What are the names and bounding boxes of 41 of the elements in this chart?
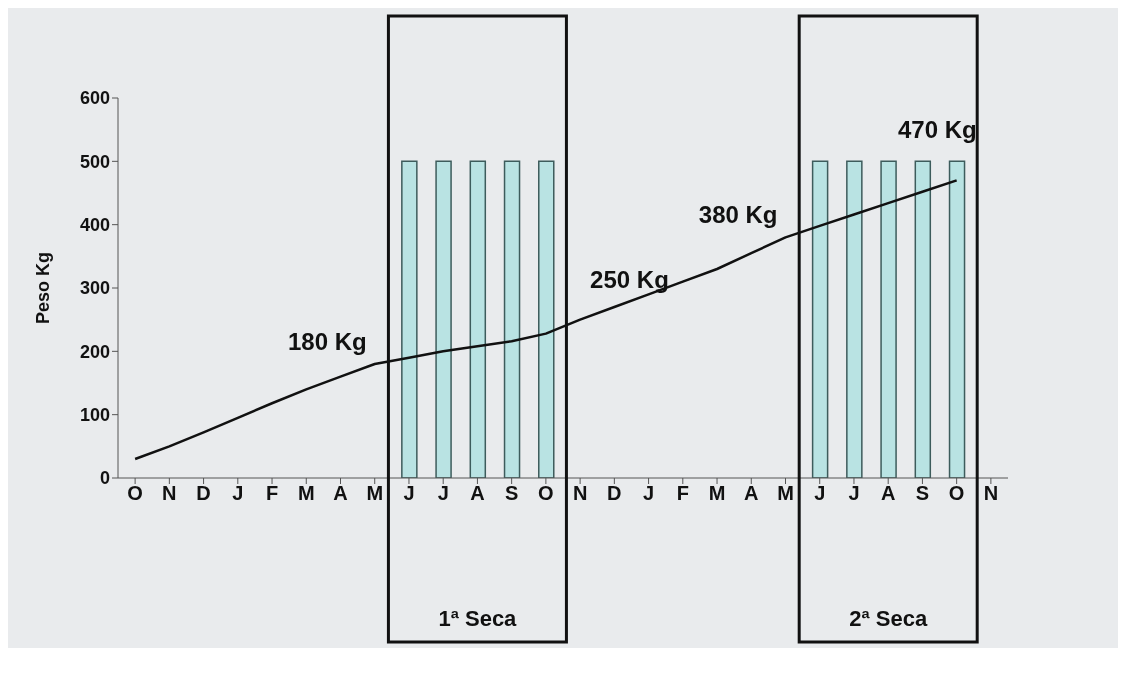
data-label: 250 Kg [590,265,669,293]
x-tick-label: J [814,482,826,505]
x-tick-label: O [538,482,554,505]
data-label: 470 Kg [897,116,977,144]
x-tick-label: N [983,482,999,505]
line-series [133,179,958,461]
x-tick-label: F [265,482,279,505]
x-tick-label: F [676,482,689,505]
x-tick-label: J [643,482,655,505]
y-tick-label: 200 [79,341,110,362]
x-tick-label: J [437,482,449,505]
x-tick-label: A [470,482,485,505]
y-tick-label: 100 [79,405,110,426]
x-tick-label: S [504,482,519,505]
y-tick-label: 500 [79,151,110,172]
x-tick-label: M [297,482,315,505]
y-tick-label: 300 [79,278,110,299]
x-tick-label: N [162,482,177,505]
x-tick-label: A [880,482,896,505]
y-tick-label: 0 [99,468,110,489]
x-tick-label: S [915,482,930,505]
x-tick-label: J [848,482,860,505]
data-label: 380 Kg [698,201,778,229]
data-label: 180 Kg [288,328,367,355]
x-tick-label: O [948,482,965,505]
x-tick-label: M [777,482,794,505]
x-tick-label: N [572,482,588,505]
x-tick-label: O [127,482,143,505]
y-axis-title: Peso Kg [33,251,54,325]
text: 1ª Seca [438,606,518,631]
x-tick-label: D [196,482,211,505]
x-tick-label: J [403,482,415,505]
y-tick-label: 600 [79,88,110,109]
x-tick-label: A [744,482,759,505]
x-tick-label: J [232,482,244,505]
x-tick-label: A [333,482,348,505]
y-tick-label: 400 [79,215,110,236]
x-tick-label: D [607,482,622,505]
text: 2ª Seca [849,606,928,631]
x-tick-label: M [708,482,726,505]
x-tick-label: M [366,482,384,505]
